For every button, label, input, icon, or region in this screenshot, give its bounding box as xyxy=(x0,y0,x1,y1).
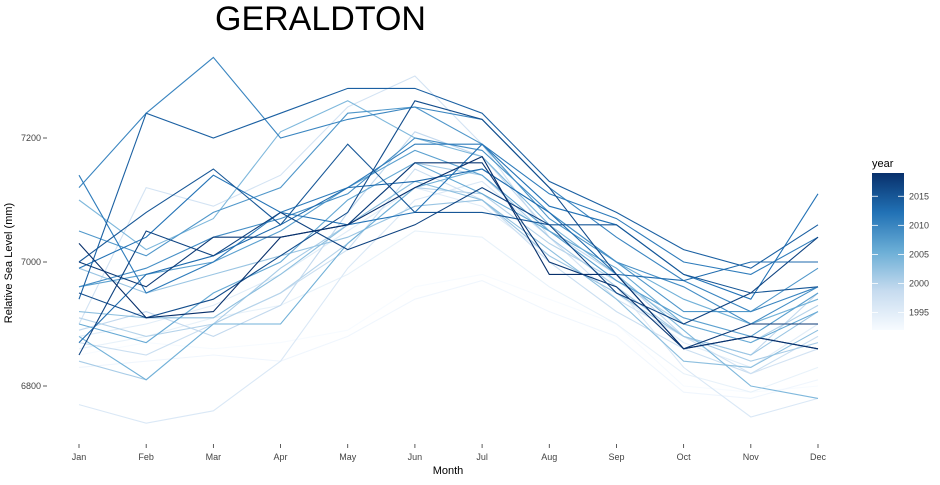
series-line-2012 xyxy=(78,143,819,300)
series-line-1997 xyxy=(78,75,819,375)
legend-ticks: 1995 2000 2005 2010 2015 xyxy=(872,191,929,318)
series-line-2018 xyxy=(78,162,818,350)
series-line-2009 xyxy=(78,137,819,325)
series-line-2019 xyxy=(78,155,819,350)
series-line-2017 xyxy=(78,186,819,356)
x-tick-label-dec: Dec xyxy=(810,452,827,462)
series-line-1994 xyxy=(78,230,819,393)
y-tick-label-6800: 6800 xyxy=(21,381,41,391)
x-tick-label-feb: Feb xyxy=(138,452,154,462)
x-tick-label-oct: Oct xyxy=(677,452,692,462)
series-line-2000 xyxy=(78,187,819,344)
x-tick-label-jun: Jun xyxy=(408,452,423,462)
series-line-1993 xyxy=(78,280,819,399)
color-legend: year 1995 2000 2005 2010 2015 xyxy=(872,158,929,330)
series-line-2006 xyxy=(78,162,819,344)
series-line-1996 xyxy=(78,180,819,424)
legend-tick-label-2015: 2015 xyxy=(909,191,929,201)
series-line-2002 xyxy=(78,199,819,356)
series-line-2015 xyxy=(78,143,819,294)
x-tick-label-apr: Apr xyxy=(274,452,288,462)
chart-title: GERALDTON xyxy=(215,0,426,38)
y-axis-label: Relative Sea Level (mm) xyxy=(3,203,15,323)
legend-tick-label-1995: 1995 xyxy=(909,308,929,318)
x-tick-label-mar: Mar xyxy=(206,452,222,462)
legend-tick-label-2000: 2000 xyxy=(909,278,929,288)
legend-tick-label-2005: 2005 xyxy=(909,249,929,259)
series-layer xyxy=(78,56,819,424)
series-line-1992 xyxy=(78,273,819,393)
y-tick-label-7200: 7200 xyxy=(21,133,41,143)
series-line-2003 xyxy=(78,180,819,368)
series-line-2014 xyxy=(78,87,819,300)
x-tick-label-nov: Nov xyxy=(743,452,760,462)
x-tick-label-jan: Jan xyxy=(72,452,87,462)
x-axis-label: Month xyxy=(433,465,464,477)
y-tick-label-7000: 7000 xyxy=(21,257,41,267)
x-tick-label-may: May xyxy=(339,452,357,462)
series-line-1999 xyxy=(78,131,819,356)
series-line-2011 xyxy=(78,143,819,294)
x-tick-label-aug: Aug xyxy=(541,452,557,462)
x-tick-label-jul: Jul xyxy=(476,452,488,462)
series-line-2001 xyxy=(78,162,819,381)
x-axis: Jan Feb Mar Apr May Jun Jul Aug Sep Oct Nov Dec xyxy=(72,444,827,462)
series-line-2004 xyxy=(78,100,819,399)
legend-tick-label-2010: 2010 xyxy=(909,220,929,230)
y-axis: 6800 7000 7200 xyxy=(21,133,47,391)
legend-colorbar xyxy=(872,173,904,330)
series-line-2008 xyxy=(78,106,819,313)
series-line-1998 xyxy=(78,168,819,375)
legend-title: year xyxy=(872,158,894,170)
x-tick-label-sep: Sep xyxy=(608,452,624,462)
series-line-2010 xyxy=(78,56,819,313)
